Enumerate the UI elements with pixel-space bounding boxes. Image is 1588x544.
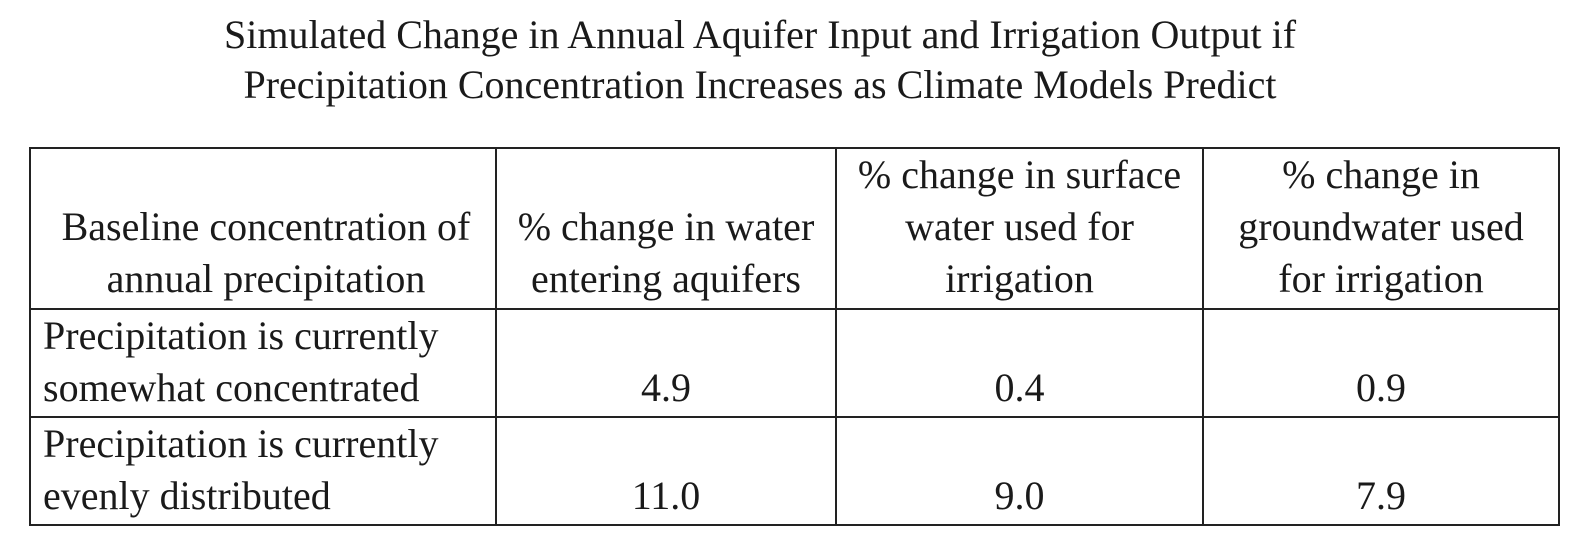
column-header-aquifer-change: % change in water entering aquifers	[495, 147, 837, 310]
cell-aquifer-change: 11.0	[495, 416, 837, 526]
row-label-text: Precipitation is currently	[43, 313, 439, 358]
title-line-1: Simulated Change in Annual Aquifer Input…	[223, 12, 1297, 57]
header-text: for irrigation	[1278, 256, 1484, 301]
column-header-groundwater-change: % change in groundwater used for irrigat…	[1202, 147, 1560, 310]
data-table: Baseline concentration of annual precipi…	[29, 147, 1560, 526]
column-header-surface-water-change: % change in surface water used for irrig…	[835, 147, 1204, 310]
header-text: % change in	[1282, 152, 1480, 197]
cell-groundwater-change: 0.9	[1202, 308, 1560, 418]
row-label-text: evenly distributed	[43, 473, 331, 518]
column-header-baseline: Baseline concentration of annual precipi…	[29, 147, 497, 310]
header-text: % change in surface	[857, 152, 1182, 197]
row-label-somewhat-concentrated: Precipitation is currently somewhat conc…	[29, 308, 497, 418]
row-label-evenly-distributed: Precipitation is currently evenly distri…	[29, 416, 497, 526]
table-row: Precipitation is currently evenly distri…	[29, 416, 1560, 526]
cell-aquifer-change: 4.9	[495, 308, 837, 418]
table-title: Simulated Change in Annual Aquifer Input…	[0, 10, 1520, 110]
table-row: Precipitation is currently somewhat conc…	[29, 308, 1560, 418]
cell-groundwater-change: 7.9	[1202, 416, 1560, 526]
header-text: water used for	[905, 204, 1134, 249]
header-text: annual precipitation	[106, 256, 426, 301]
header-text: entering aquifers	[531, 256, 801, 301]
cell-surface-water-change: 0.4	[835, 308, 1204, 418]
row-label-text: somewhat concentrated	[43, 365, 420, 410]
header-text: irrigation	[945, 256, 1094, 301]
row-label-text: Precipitation is currently	[43, 421, 439, 466]
header-text: % change in water	[517, 204, 815, 249]
title-line-2: Precipitation Concentration Increases as…	[243, 62, 1277, 107]
header-text: groundwater used	[1238, 204, 1524, 249]
header-text: Baseline concentration of	[61, 204, 471, 249]
header-row: Baseline concentration of annual precipi…	[29, 147, 1560, 310]
cell-surface-water-change: 9.0	[835, 416, 1204, 526]
